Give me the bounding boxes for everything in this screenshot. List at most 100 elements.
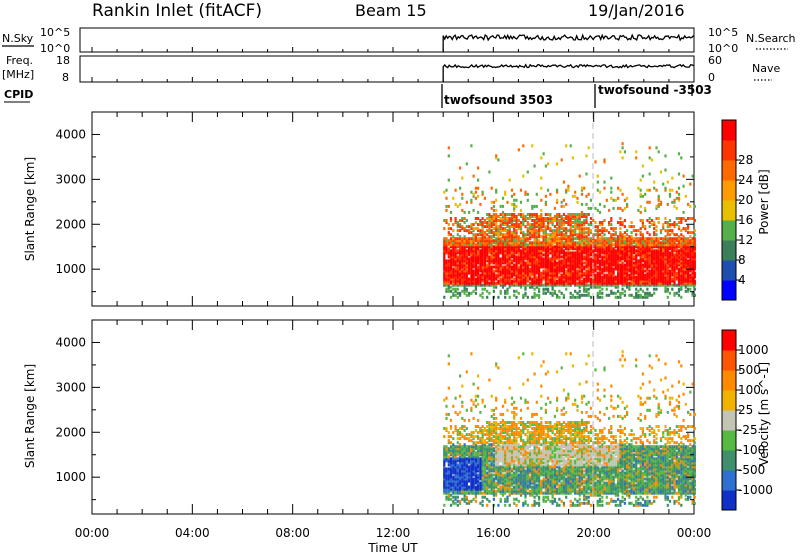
range-gate-cell: [598, 223, 602, 227]
range-gate-cell: [549, 219, 552, 222]
range-gate-cell: [463, 491, 466, 495]
range-gate-cell: [684, 289, 687, 293]
range-gate-cell: [508, 437, 511, 441]
range-gate-cell: [689, 259, 692, 263]
range-gate-cell: [465, 457, 468, 461]
range-gate-cell: [495, 267, 498, 271]
range-gate-cell: [610, 249, 613, 253]
range-gate-cell: [497, 245, 500, 249]
range-gate-cell: [510, 188, 514, 192]
range-gate-cell: [449, 219, 453, 222]
range-gate-cell: [567, 267, 570, 271]
range-gate-cell: [666, 265, 669, 269]
range-gate-cell: [497, 279, 500, 283]
range-gate-cell: [596, 188, 599, 192]
range-gate-cell: [474, 190, 477, 194]
range-gate-cell: [531, 281, 534, 285]
range-gate-cell: [479, 451, 482, 455]
range-gate-cell: [463, 221, 466, 224]
range-gate-cell: [477, 463, 480, 467]
range-gate-cell: [589, 245, 593, 249]
range-gate-cell: [659, 231, 663, 235]
range-gate-cell: [682, 263, 685, 267]
range-gate-cell: [524, 277, 527, 281]
range-gate-cell: [499, 429, 502, 432]
range-gate-cell: [447, 279, 450, 283]
range-gate-cell: [666, 202, 669, 206]
range-gate-cell: [526, 251, 529, 255]
range-gate-cell: [619, 295, 622, 299]
range-gate-cell: [515, 443, 518, 447]
range-gate-cell: [594, 257, 597, 261]
range-gate-cell: [504, 247, 507, 251]
range-gate-cell: [535, 277, 538, 281]
range-gate-cell: [565, 263, 568, 267]
range-gate-cell: [562, 219, 565, 222]
range-gate-cell: [513, 229, 516, 233]
range-gate-cell: [603, 251, 606, 255]
range-gate-cell: [501, 253, 505, 257]
range-gate-cell: [549, 215, 552, 218]
range-gate-cell: [687, 281, 690, 285]
range-gate-cell: [519, 255, 523, 259]
range-gate-cell: [598, 269, 602, 273]
range-gate-cell: [519, 273, 523, 277]
range-gate-cell: [533, 295, 536, 299]
range-gate-cell: [481, 443, 484, 447]
range-gate-cell: [443, 475, 446, 479]
range-gate-cell: [479, 449, 482, 453]
range-gate-cell: [628, 273, 631, 277]
range-gate-cell: [601, 237, 604, 241]
range-gate-cell: [641, 267, 644, 271]
range-gate-cell: [490, 225, 493, 229]
range-gate-cell: [632, 261, 635, 265]
range-gate-cell: [454, 495, 457, 499]
range-gate-cell: [517, 447, 520, 451]
range-gate-cell: [603, 158, 606, 162]
range-gate-cell: [477, 239, 480, 243]
range-gate-cell: [443, 489, 446, 493]
range-gate-cell: [583, 251, 586, 255]
range-gate-cell: [449, 445, 453, 449]
range-gate-cell: [569, 257, 572, 261]
range-gate-cell: [689, 275, 692, 279]
range-gate-cell: [639, 210, 642, 214]
range-gate-cell: [492, 412, 495, 416]
range-gate-cell: [495, 421, 498, 424]
range-gate-cell: [454, 469, 457, 473]
range-gate-cell: [461, 445, 464, 449]
range-gate-cell: [456, 431, 459, 435]
range-gate-cell: [691, 257, 694, 261]
range-gate-cell: [529, 273, 532, 277]
range-gate-cell: [449, 259, 453, 263]
range-gate-cell: [499, 427, 502, 430]
range-gate-cell: [495, 473, 498, 477]
range-gate-cell: [551, 283, 554, 287]
range-gate-cell: [644, 279, 647, 283]
range-gate-cell: [677, 255, 681, 259]
range-gate-cell: [648, 257, 651, 261]
range-gate-cell: [501, 277, 505, 281]
range-gate-cell: [443, 247, 446, 251]
range-gate-cell: [540, 186, 543, 190]
range-gate-cell: [531, 253, 534, 257]
range-gate-cell: [565, 215, 568, 218]
range-gate-cell: [504, 215, 507, 218]
range-gate-cell: [553, 291, 556, 295]
range-gate-cell: [657, 245, 660, 249]
range-gate-cell: [641, 283, 644, 287]
range-gate-cell: [526, 170, 529, 174]
range-gate-cell: [608, 257, 611, 261]
range-gate-cell: [452, 277, 455, 281]
range-gate-cell: [519, 279, 523, 283]
range-gate-cell: [447, 267, 450, 271]
range-gate-cell: [515, 412, 518, 416]
range-gate-cell: [630, 261, 633, 265]
range-gate-cell: [585, 194, 588, 198]
range-gate-cell: [619, 150, 622, 154]
range-gate-cell: [585, 237, 588, 241]
range-gate-cell: [465, 471, 468, 475]
range-gate-cell: [486, 255, 489, 259]
range-gate-cell: [483, 287, 486, 291]
